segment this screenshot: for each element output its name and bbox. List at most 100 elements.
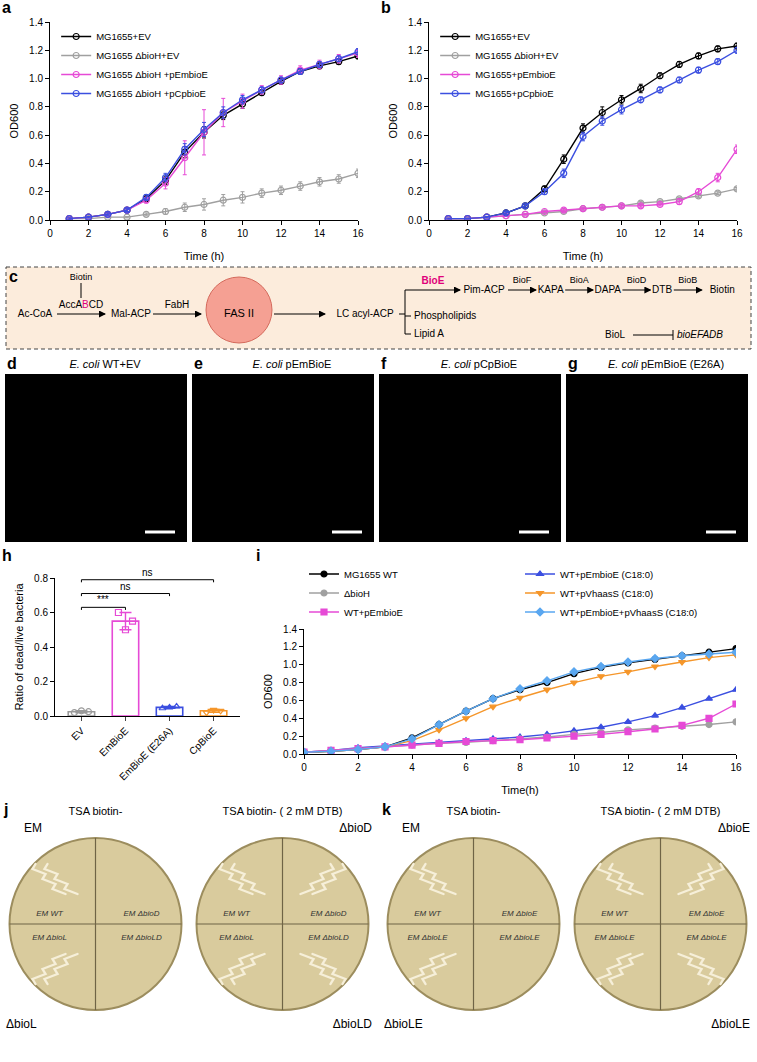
svg-text:0.8: 0.8 [34,573,48,584]
svg-text:0.8: 0.8 [29,101,43,112]
svg-text:Phospholipids: Phospholipids [414,310,476,321]
svg-text:14: 14 [676,762,688,773]
svg-text:E. coliWT+EV: E. coliWT+EV [69,358,141,370]
svg-text:Ac-CoA: Ac-CoA [18,308,53,319]
svg-text:EM WT: EM WT [36,909,64,918]
svg-text:EM: EM [24,821,42,835]
svg-text:ΔbioL: ΔbioL [6,1017,37,1031]
svg-text:Time (h): Time (h) [184,250,225,262]
svg-text:MG1655 ΔbioH+EV: MG1655 ΔbioH+EV [96,50,180,61]
svg-text:4: 4 [503,228,509,239]
svg-text:OD600: OD600 [387,104,399,139]
svg-text:12: 12 [654,228,666,239]
svg-text:ΔbioLE: ΔbioLE [384,1017,423,1031]
svg-text:Time (h): Time (h) [563,250,604,262]
svg-text:ΔbioLE: ΔbioLE [711,1017,750,1031]
svg-text:6: 6 [463,762,469,773]
svg-text:0.4: 0.4 [283,713,297,724]
svg-text:bioEFADB: bioEFADB [677,329,723,340]
svg-text:MG1655+pEmbioE: MG1655+pEmbioE [475,69,556,80]
svg-text:EM ΔbioE: EM ΔbioE [502,909,538,918]
svg-text:16: 16 [730,762,742,773]
svg-text:EM ΔbioL: EM ΔbioL [32,933,67,942]
svg-text:1.2: 1.2 [408,45,422,56]
svg-text:EM ΔbioD: EM ΔbioD [310,909,346,918]
svg-text:6: 6 [163,228,169,239]
svg-text:EM: EM [402,821,420,835]
svg-text:0.2: 0.2 [29,186,43,197]
svg-text:1.2: 1.2 [29,45,43,56]
svg-text:14: 14 [314,228,326,239]
svg-text:WT+pEmbioE (C18:0): WT+pEmbioE (C18:0) [560,569,653,580]
svg-text:BioF: BioF [513,275,532,285]
svg-text:DAPA: DAPA [595,284,622,295]
svg-text:0.6: 0.6 [34,607,48,618]
svg-text:1.4: 1.4 [29,17,43,28]
svg-text:0.6: 0.6 [29,130,43,141]
svg-text:EM ΔbioLD: EM ΔbioLD [121,933,162,942]
svg-text:BioE: BioE [422,275,445,286]
svg-text:MG1655 ΔbioH +pCpbioE: MG1655 ΔbioH +pCpbioE [96,88,206,99]
svg-text:0.2: 0.2 [408,186,422,197]
svg-text:MG1655+EV: MG1655+EV [475,31,530,42]
svg-text:0.4: 0.4 [29,158,43,169]
svg-text:0: 0 [301,762,307,773]
svg-text:0.0: 0.0 [34,711,48,722]
svg-text:ns: ns [120,581,131,592]
svg-text:0.4: 0.4 [34,642,48,653]
svg-text:0.2: 0.2 [283,731,297,742]
svg-text:OD600: OD600 [262,674,274,709]
svg-text:1.4: 1.4 [283,624,297,635]
svg-text:TSA biotin-: TSA biotin- [69,805,123,817]
svg-text:EV: EV [69,725,86,742]
svg-text:ΔbioE: ΔbioE [718,821,750,835]
svg-text:ΔbioD: ΔbioD [339,821,372,835]
svg-text:8: 8 [580,228,586,239]
svg-text:***: *** [97,594,109,605]
svg-text:EM ΔbioD: EM ΔbioD [123,909,159,918]
svg-text:ns: ns [142,567,153,578]
svg-text:0.2: 0.2 [34,676,48,687]
svg-text:0: 0 [47,228,53,239]
svg-text:EM WT: EM WT [601,909,629,918]
svg-text:16: 16 [352,228,364,239]
svg-text:1.0: 1.0 [283,659,297,670]
svg-text:BioD: BioD [627,275,647,285]
svg-text:ΔbioLD: ΔbioLD [333,1017,373,1031]
svg-text:EM ΔbioLD: EM ΔbioLD [308,933,349,942]
svg-text:0.0: 0.0 [408,215,422,226]
svg-text:DTB: DTB [652,284,672,295]
svg-text:ΔbioH: ΔbioH [344,588,370,599]
svg-text:0.4: 0.4 [408,158,422,169]
svg-text:0.8: 0.8 [283,677,297,688]
svg-text:12: 12 [622,762,634,773]
svg-text:WT+pEmbioE+pVhaasS (C18:0): WT+pEmbioE+pVhaasS (C18:0) [560,607,697,618]
svg-text:1.0: 1.0 [408,73,422,84]
svg-text:8: 8 [517,762,523,773]
svg-text:TSA biotin- ( 2 mM DTB): TSA biotin- ( 2 mM DTB) [601,805,721,817]
svg-text:0.6: 0.6 [283,695,297,706]
svg-text:OD600: OD600 [8,104,20,139]
svg-text:2: 2 [465,228,471,239]
svg-text:1.0: 1.0 [29,73,43,84]
svg-text:E. colipEmBioE: E. colipEmBioE [253,358,332,370]
svg-text:EM ΔbioLE: EM ΔbioLE [407,933,448,942]
svg-text:MG1655 ΔbioH +pEmbioE: MG1655 ΔbioH +pEmbioE [96,69,208,80]
svg-text:EM ΔbioLE: EM ΔbioLE [594,933,635,942]
svg-text:10: 10 [616,228,628,239]
svg-text:Lipid A: Lipid A [414,328,444,339]
svg-text:LC acyl-ACP: LC acyl-ACP [336,308,394,319]
svg-text:EM WT: EM WT [414,909,442,918]
svg-text:EmBioE: EmBioE [97,725,131,759]
svg-text:12: 12 [275,228,287,239]
svg-text:FAS II: FAS II [224,307,254,319]
svg-text:Time(h): Time(h) [501,784,538,796]
svg-text:0.0: 0.0 [283,749,297,760]
svg-text:16: 16 [731,228,743,239]
svg-text:BioB: BioB [678,275,697,285]
svg-text:BioL: BioL [605,329,625,340]
svg-text:E. colipEmBioE (E26A): E. colipEmBioE (E26A) [608,358,724,370]
svg-text:0.6: 0.6 [408,130,422,141]
svg-text:BioA: BioA [570,275,589,285]
svg-text:0: 0 [426,228,432,239]
